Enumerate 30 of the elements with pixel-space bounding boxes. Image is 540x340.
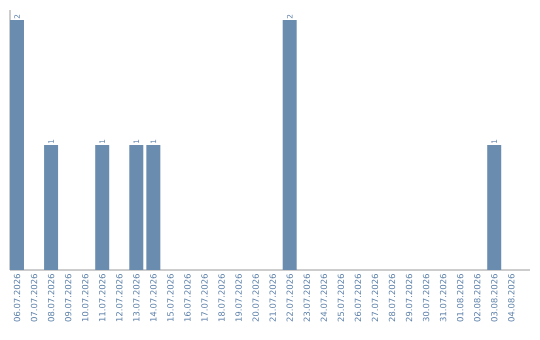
x-tick-label: 07.07.2026 <box>30 274 38 322</box>
x-tick-label: 10.07.2026 <box>82 274 88 322</box>
x-tick-label: 17.07.2026 <box>201 274 208 322</box>
x-tick-label: 06.07.2026 <box>14 274 20 322</box>
x-tick-label: 20.07.2026 <box>252 274 259 322</box>
x-tick-label: 12.07.2026 <box>116 274 122 322</box>
x-tick-label: 01.08.2026 <box>456 274 464 322</box>
x-tick-label: 04.08.2026 <box>508 274 514 322</box>
x-tick-label: 27.07.2026 <box>372 274 378 322</box>
x-tick-label: 31.07.2026 <box>440 274 446 322</box>
x-tick-label: 11.07.2026 <box>99 274 106 322</box>
x-tick-label: 08.07.2026 <box>48 274 54 322</box>
x-tick-label: 21.07.2026 <box>269 274 276 322</box>
x-tick-label: 29.07.2026 <box>406 274 412 322</box>
x-tick-label: 15.07.2026 <box>167 274 174 322</box>
x-tick-label: 14.07.2026 <box>150 274 157 322</box>
x-tick-label: 28.07.2026 <box>388 274 396 322</box>
x-tick-label: 02.08.2026 <box>474 274 480 322</box>
x-tick-label: 25.07.2026 <box>338 274 344 322</box>
x-tick-label: 13.07.2026 <box>133 274 140 322</box>
x-tick-label: 26.07.2026 <box>354 274 362 322</box>
x-tick-label: 16.07.2026 <box>184 274 191 322</box>
x-tick-label: 09.07.2026 <box>64 274 72 322</box>
x-tick-label: 19.07.2026 <box>235 274 242 322</box>
x-tick-label: 18.07.2026 <box>218 274 225 322</box>
x-tick-label: 30.07.2026 <box>422 274 430 322</box>
x-tick-label: 23.07.2026 <box>304 274 310 322</box>
x-tick-label: 22.07.2026 <box>286 274 293 322</box>
x-tick-label: 24.07.2026 <box>320 274 327 322</box>
x-tick-label: 03.08.2026 <box>491 274 498 322</box>
